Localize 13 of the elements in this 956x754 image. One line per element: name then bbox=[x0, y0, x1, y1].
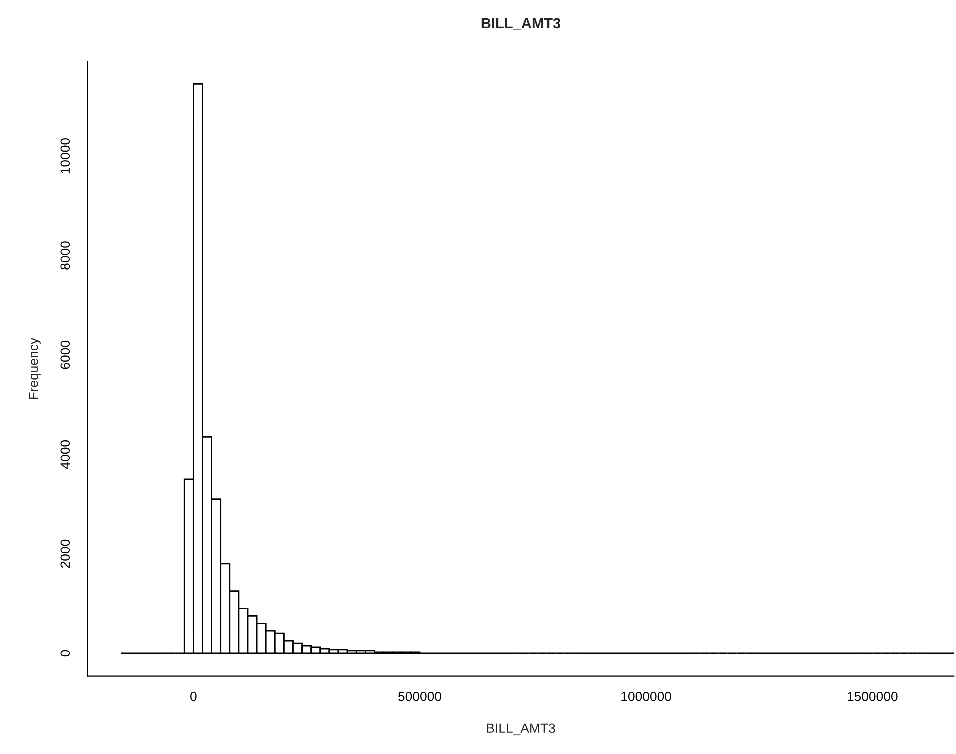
y-tick-label: 4000 bbox=[60, 440, 70, 469]
chart-title: BILL_AMT3 bbox=[482, 18, 561, 30]
y-tick-label: 0 bbox=[60, 650, 70, 657]
x-tick-label: 1000000 bbox=[622, 692, 672, 702]
y-tick-label: 6000 bbox=[60, 341, 70, 370]
x-axis-title: BILL_AMT3 bbox=[487, 724, 556, 736]
x-tick-label: 1500000 bbox=[848, 692, 898, 702]
x-tick-label: 0 bbox=[190, 692, 197, 702]
y-tick-label: 10000 bbox=[60, 138, 70, 174]
y-axis-title: Frequency bbox=[29, 338, 41, 400]
x-tick-label: 500000 bbox=[398, 692, 442, 702]
y-tick-label: 2000 bbox=[60, 540, 70, 568]
y-tick-label: 8000 bbox=[60, 242, 70, 270]
